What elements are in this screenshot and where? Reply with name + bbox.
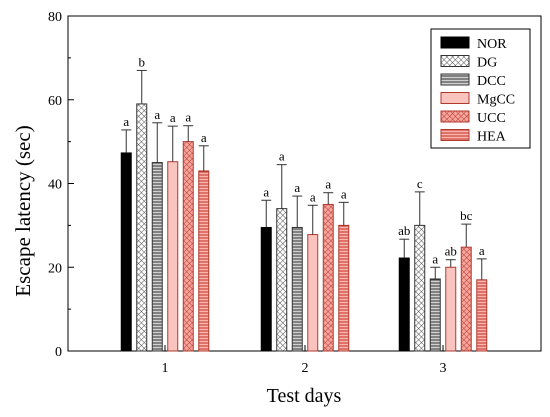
bar-ucc-day3 (460, 246, 472, 352)
y-tick-label: 0 (55, 345, 62, 360)
significance-label: a (185, 110, 191, 125)
bar-dcc-day1 (151, 162, 163, 352)
significance-label: b (139, 54, 146, 69)
legend-swatch-hea (440, 129, 470, 141)
significance-label: a (123, 114, 129, 129)
legend-label-dg: DG (477, 56, 497, 71)
bar-ucc-day2 (322, 203, 334, 352)
significance-label: a (154, 107, 160, 122)
legend-label-nor: NOR (477, 37, 507, 52)
significance-label: bc (460, 208, 473, 223)
bar-ucc-day1 (182, 141, 194, 352)
significance-label: a (170, 110, 176, 125)
significance-label: a (263, 184, 269, 199)
x-tick-label: 3 (440, 361, 447, 376)
significance-label: a (279, 149, 285, 164)
legend-swatch-ucc (440, 110, 470, 123)
significance-label: a (201, 130, 207, 145)
bar-nor-day1 (120, 152, 132, 352)
y-axis-label: Escape latency (sec) (11, 125, 35, 296)
bar-dcc-day3 (429, 278, 441, 352)
significance-label: a (479, 243, 485, 258)
y-tick-label: 40 (48, 178, 62, 193)
bar-nor-day3 (398, 257, 410, 352)
bar-mgcc-day1 (167, 161, 179, 352)
bar-dg-day3 (414, 224, 426, 352)
legend-label-dcc: DCC (477, 74, 506, 89)
bar-dg-day2 (276, 208, 288, 352)
bar-hea-day2 (338, 224, 350, 352)
legend-swatch-nor (440, 36, 470, 49)
legend-label-ucc: UCC (477, 111, 506, 126)
bar-dcc-day2 (291, 226, 303, 352)
legend-swatch-mgcc (440, 92, 470, 104)
legend-swatch-dg (440, 55, 470, 67)
x-axis-label: Test days (267, 385, 342, 407)
significance-label: a (432, 251, 438, 266)
x-axis: 1 2 3 (162, 345, 447, 376)
significance-label: a (325, 177, 331, 192)
y-tick-label: 60 (48, 94, 62, 109)
bar-mgcc-day2 (307, 234, 319, 352)
x-tick-label: 1 (162, 361, 169, 376)
x-tick-label: 2 (302, 361, 309, 376)
bar-hea-day1 (198, 170, 210, 352)
significance-label: ab (445, 244, 457, 259)
bar-dg-day1 (136, 103, 148, 352)
significance-label: a (294, 180, 300, 195)
legend-box (430, 28, 531, 149)
y-tick-label: 20 (48, 261, 62, 276)
y-axis: 0 20 40 60 80 (48, 10, 74, 360)
legend-swatch-dcc (440, 73, 470, 86)
legend-label-mgcc: MgCC (477, 93, 515, 108)
significance-label: a (341, 186, 347, 201)
bar-mgcc-day3 (445, 266, 457, 352)
legend: NOR DG DCC MgCC UCC HEA (430, 28, 531, 149)
y-tick-label: 80 (48, 10, 62, 25)
significance-label: ab (398, 223, 410, 238)
significance-label: a (310, 189, 316, 204)
significance-label: c (417, 176, 423, 191)
bar-hea-day3 (476, 279, 488, 352)
bar-nor-day2 (260, 226, 272, 352)
legend-label-hea: HEA (477, 130, 507, 145)
